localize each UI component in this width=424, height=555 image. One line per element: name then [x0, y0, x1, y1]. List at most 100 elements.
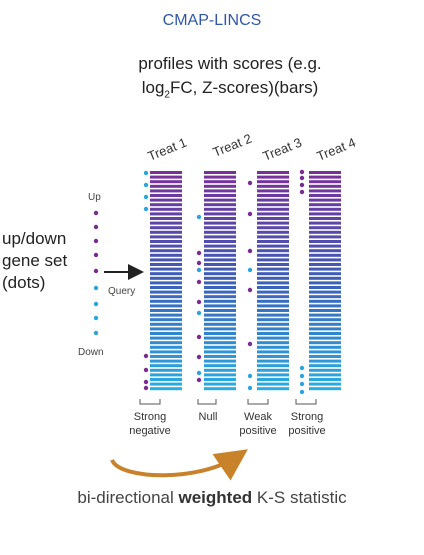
- profile-bar: [204, 299, 236, 303]
- footer-text-1: bi-directional: [77, 488, 179, 507]
- profile-bar: [150, 322, 182, 326]
- up-gene-dot: [299, 182, 305, 188]
- profile-bar: [204, 194, 236, 197]
- profile-bar: [257, 253, 289, 257]
- profile-bar: [257, 217, 289, 220]
- profile-bar: [204, 180, 236, 184]
- profile-bar: [204, 240, 236, 243]
- up-gene-dot: [196, 260, 202, 266]
- profile-bar: [309, 304, 341, 308]
- profile-bar: [309, 295, 341, 299]
- profile-bar: [309, 230, 341, 234]
- subtitle-line2: log2FC, Z-scores)(bars): [110, 76, 350, 107]
- profile-bar: [257, 276, 289, 280]
- up-gene-dot: [299, 175, 305, 181]
- profile-bar: [150, 373, 182, 377]
- down-gene-dot: [299, 373, 305, 379]
- profile-bar: [309, 286, 341, 289]
- profile-bar: [257, 184, 289, 188]
- profile-bar: [257, 290, 289, 294]
- profile-bar: [204, 203, 236, 207]
- profile-bar: [257, 198, 289, 202]
- profile-bar: [204, 171, 236, 174]
- profile-bar: [257, 368, 289, 372]
- up-gene-dot: [299, 169, 305, 175]
- outcome-bracket: [295, 399, 317, 405]
- profile-bar: [204, 373, 236, 377]
- down-gene-dot: [196, 214, 202, 220]
- up-gene-dot: [247, 341, 253, 347]
- profile-bar: [257, 327, 289, 331]
- footer-text-2: K-S statistic: [252, 488, 347, 507]
- profile-bar: [257, 286, 289, 289]
- up-gene-dot: [143, 379, 149, 385]
- profile-bar: [150, 217, 182, 220]
- profile-bar: [309, 258, 341, 262]
- profile-bar: [204, 281, 236, 285]
- profile-bar: [257, 364, 289, 368]
- profile-bar: [257, 175, 289, 179]
- profile-bar: [204, 313, 236, 317]
- profile-bar: [257, 180, 289, 184]
- profile-bar: [309, 368, 341, 372]
- profile-bar: [150, 189, 182, 193]
- profile-bar: [309, 189, 341, 193]
- profile-bar: [204, 272, 236, 276]
- profile-bar: [204, 221, 236, 225]
- subtitle: profiles with scores (e.g. log2FC, Z-sco…: [110, 52, 350, 107]
- profile-bar: [204, 184, 236, 188]
- profile-bar: [150, 207, 182, 211]
- profile-bar: [204, 253, 236, 257]
- down-gene-dot: [143, 170, 149, 176]
- profile-bar: [150, 382, 182, 386]
- profile-bar: [150, 332, 182, 335]
- outcome-3-line2: positive: [239, 425, 276, 437]
- up-gene-dot: [247, 180, 253, 186]
- profile-bar: [309, 272, 341, 276]
- profile-bar: [204, 249, 236, 253]
- profile-bar: [309, 217, 341, 220]
- profile-bar: [150, 309, 182, 312]
- profile-bar: [257, 359, 289, 363]
- profile-bar: [150, 258, 182, 262]
- profile-bar: [309, 194, 341, 197]
- profile-bar: [150, 253, 182, 257]
- profile-bar: [309, 341, 341, 345]
- up-gene-dot: [93, 252, 99, 258]
- profile-bar: [204, 345, 236, 349]
- profile-bar: [150, 295, 182, 299]
- down-gene-dot: [196, 370, 202, 376]
- profile-bar: [257, 258, 289, 262]
- profile-bar: [309, 309, 341, 312]
- outcome-bracket: [139, 399, 161, 405]
- up-gene-dot: [196, 279, 202, 285]
- down-gene-dot: [93, 330, 99, 336]
- profile-bar: [204, 318, 236, 322]
- profile-bar: [257, 230, 289, 234]
- profile-bar: [309, 327, 341, 331]
- profile-bar: [150, 290, 182, 294]
- profile-bar: [150, 350, 182, 354]
- profile-bar: [204, 235, 236, 239]
- profile-bar: [204, 341, 236, 345]
- down-gene-dot: [143, 194, 149, 200]
- profile-bar: [257, 304, 289, 308]
- profile-bar: [150, 203, 182, 207]
- footer-bold: weighted: [178, 488, 253, 507]
- profile-bar: [204, 336, 236, 340]
- treat-1-label: Treat 1: [146, 135, 189, 164]
- profile-bar: [309, 378, 341, 381]
- profile-bar: [150, 364, 182, 368]
- profile-bar: [150, 180, 182, 184]
- profile-bar: [150, 318, 182, 322]
- profile-bar: [150, 249, 182, 253]
- profile-bar: [309, 281, 341, 285]
- profile-bar: [257, 341, 289, 345]
- profile-bar: [150, 212, 182, 216]
- profile-bar: [150, 355, 182, 358]
- outcome-bracket: [247, 399, 269, 405]
- gene-set-dots: [93, 169, 305, 395]
- profile-bar: [150, 194, 182, 197]
- profile-bar: [150, 244, 182, 248]
- profile-bar: [150, 184, 182, 188]
